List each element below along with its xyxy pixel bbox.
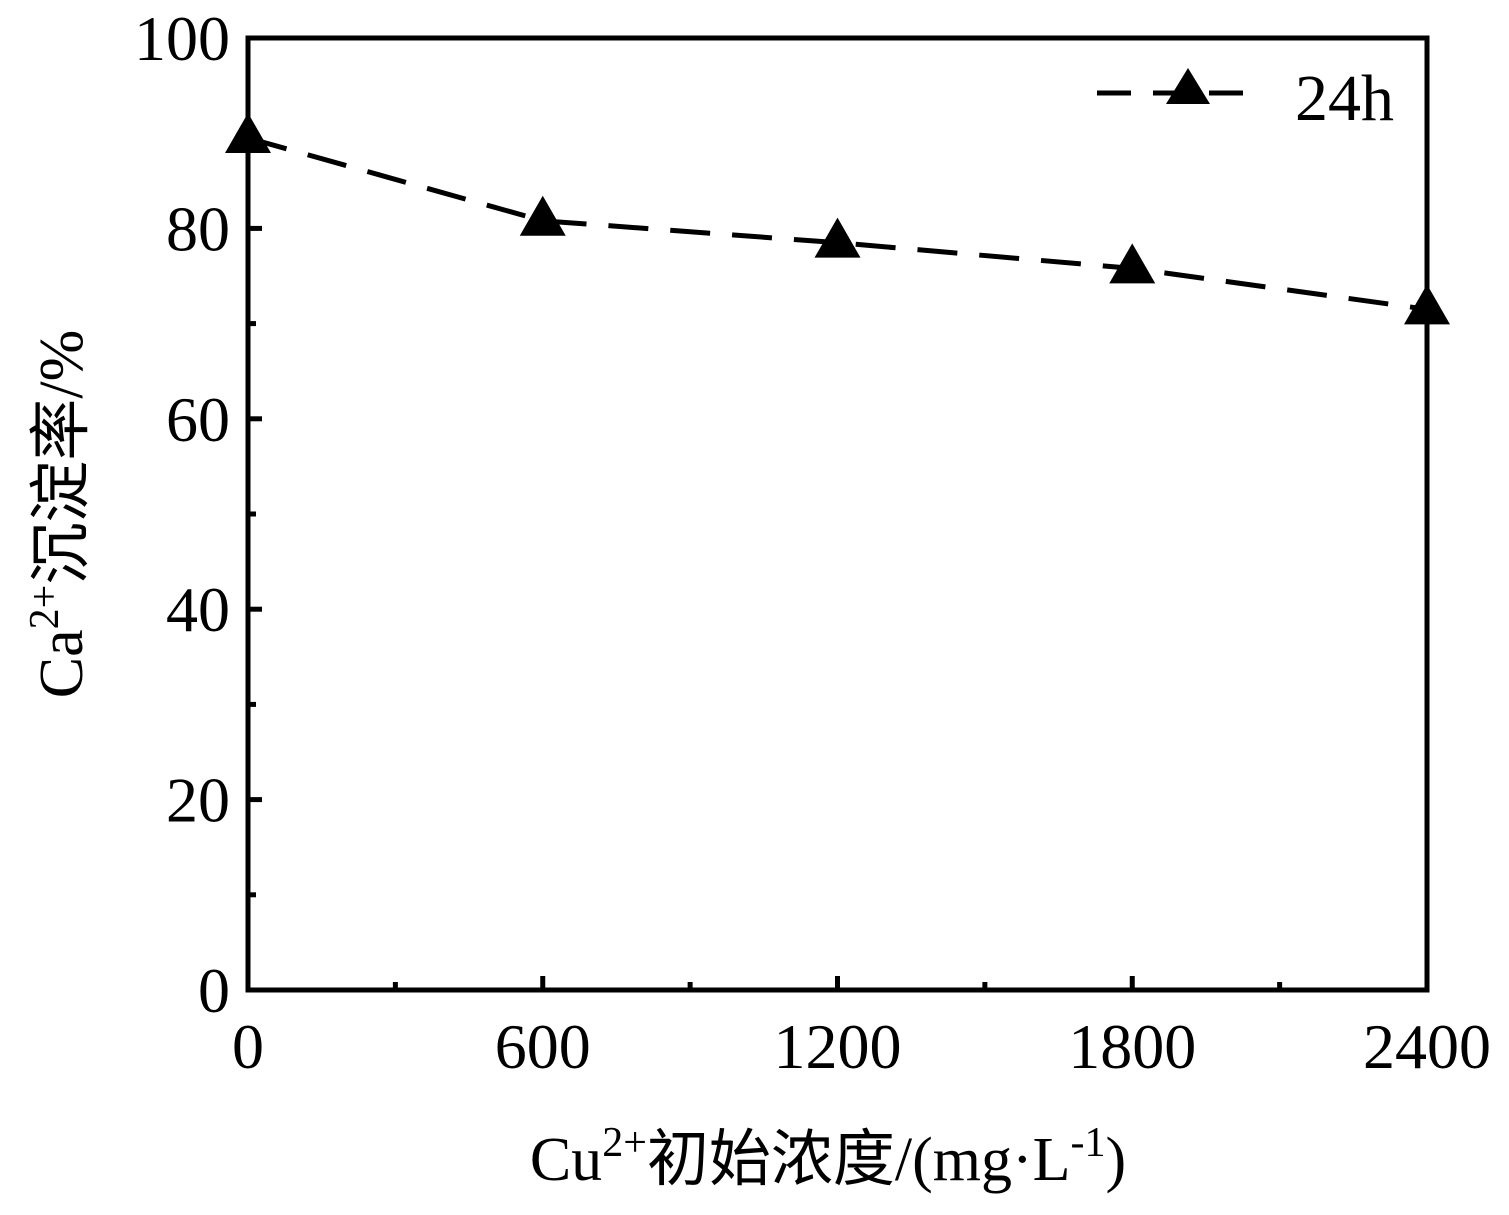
x-axis-title: Cu2+初始浓度/(mg·L-1) <box>530 1120 1126 1194</box>
x-tick-label: 0 <box>232 1011 264 1082</box>
x-tick-label: 2400 <box>1363 1011 1491 1082</box>
x-tick-label: 600 <box>495 1011 591 1082</box>
y-tick-label: 80 <box>166 193 230 264</box>
data-point-marker <box>1109 243 1156 284</box>
series-line-24h <box>247 135 1428 312</box>
legend: 24h <box>1097 62 1394 135</box>
ticks <box>245 35 1430 993</box>
data-point-marker <box>519 195 566 236</box>
y-tick-label: 0 <box>198 955 230 1026</box>
legend-marker-triangle-icon <box>1166 68 1210 104</box>
y-tick-label: 20 <box>166 765 230 836</box>
y-tick-label: 100 <box>134 3 230 74</box>
data-point-marker <box>1404 284 1450 325</box>
tick-labels: 0 20 40 60 80 100 0 600 1200 1800 2400 <box>134 3 1491 1082</box>
x-tick-label: 1200 <box>774 1011 902 1082</box>
plot-frame <box>245 35 1430 993</box>
y-tick-label: 60 <box>166 384 230 455</box>
legend-label: 24h <box>1295 62 1394 135</box>
x-tick-label: 1800 <box>1068 1011 1196 1082</box>
data-point-marker <box>225 112 271 153</box>
data-point-marker <box>814 217 861 258</box>
y-axis-title: Ca2+沉淀率/% <box>22 330 96 698</box>
series-markers-24h <box>225 112 1450 325</box>
y-tick-label: 40 <box>166 574 230 645</box>
